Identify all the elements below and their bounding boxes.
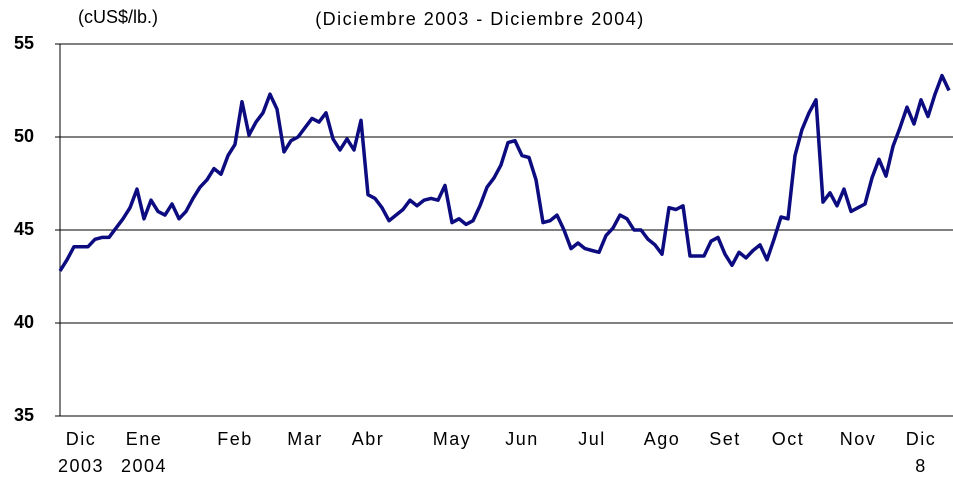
x-tick-label: Set bbox=[709, 429, 741, 449]
x-tick-label: Nov bbox=[840, 429, 877, 449]
x-tick-label: Jul bbox=[578, 429, 606, 449]
x-tick-label: Oct bbox=[772, 429, 805, 449]
y-tick-label: 50 bbox=[14, 126, 34, 146]
x-tick-label: Feb bbox=[217, 429, 253, 449]
x-tick-label: Abr bbox=[352, 429, 385, 449]
data-line bbox=[58, 73, 951, 272]
x-tick-label: Ago bbox=[644, 429, 681, 449]
x-tick-label: Mar bbox=[287, 429, 323, 449]
x-tick-label: May bbox=[433, 429, 472, 449]
y-tick-label: 40 bbox=[14, 312, 34, 332]
y-tick-label: 55 bbox=[14, 33, 34, 53]
x-tick-label: Dic bbox=[66, 429, 97, 449]
x-tick-label: Ene bbox=[126, 429, 163, 449]
y-tick-label: 45 bbox=[14, 219, 34, 239]
x-tick-label: Jun bbox=[505, 429, 539, 449]
unit-label: (cUS$/lb.) bbox=[78, 7, 158, 27]
x-tick-label: 8 bbox=[915, 456, 927, 476]
y-tick-label: 35 bbox=[14, 405, 34, 425]
x-tick-label: 2004 bbox=[121, 456, 167, 476]
chart-title: (Diciembre 2003 - Diciembre 2004) bbox=[315, 9, 645, 29]
x-tick-label: Dic bbox=[906, 429, 937, 449]
x-tick-label: 2003 bbox=[58, 456, 104, 476]
